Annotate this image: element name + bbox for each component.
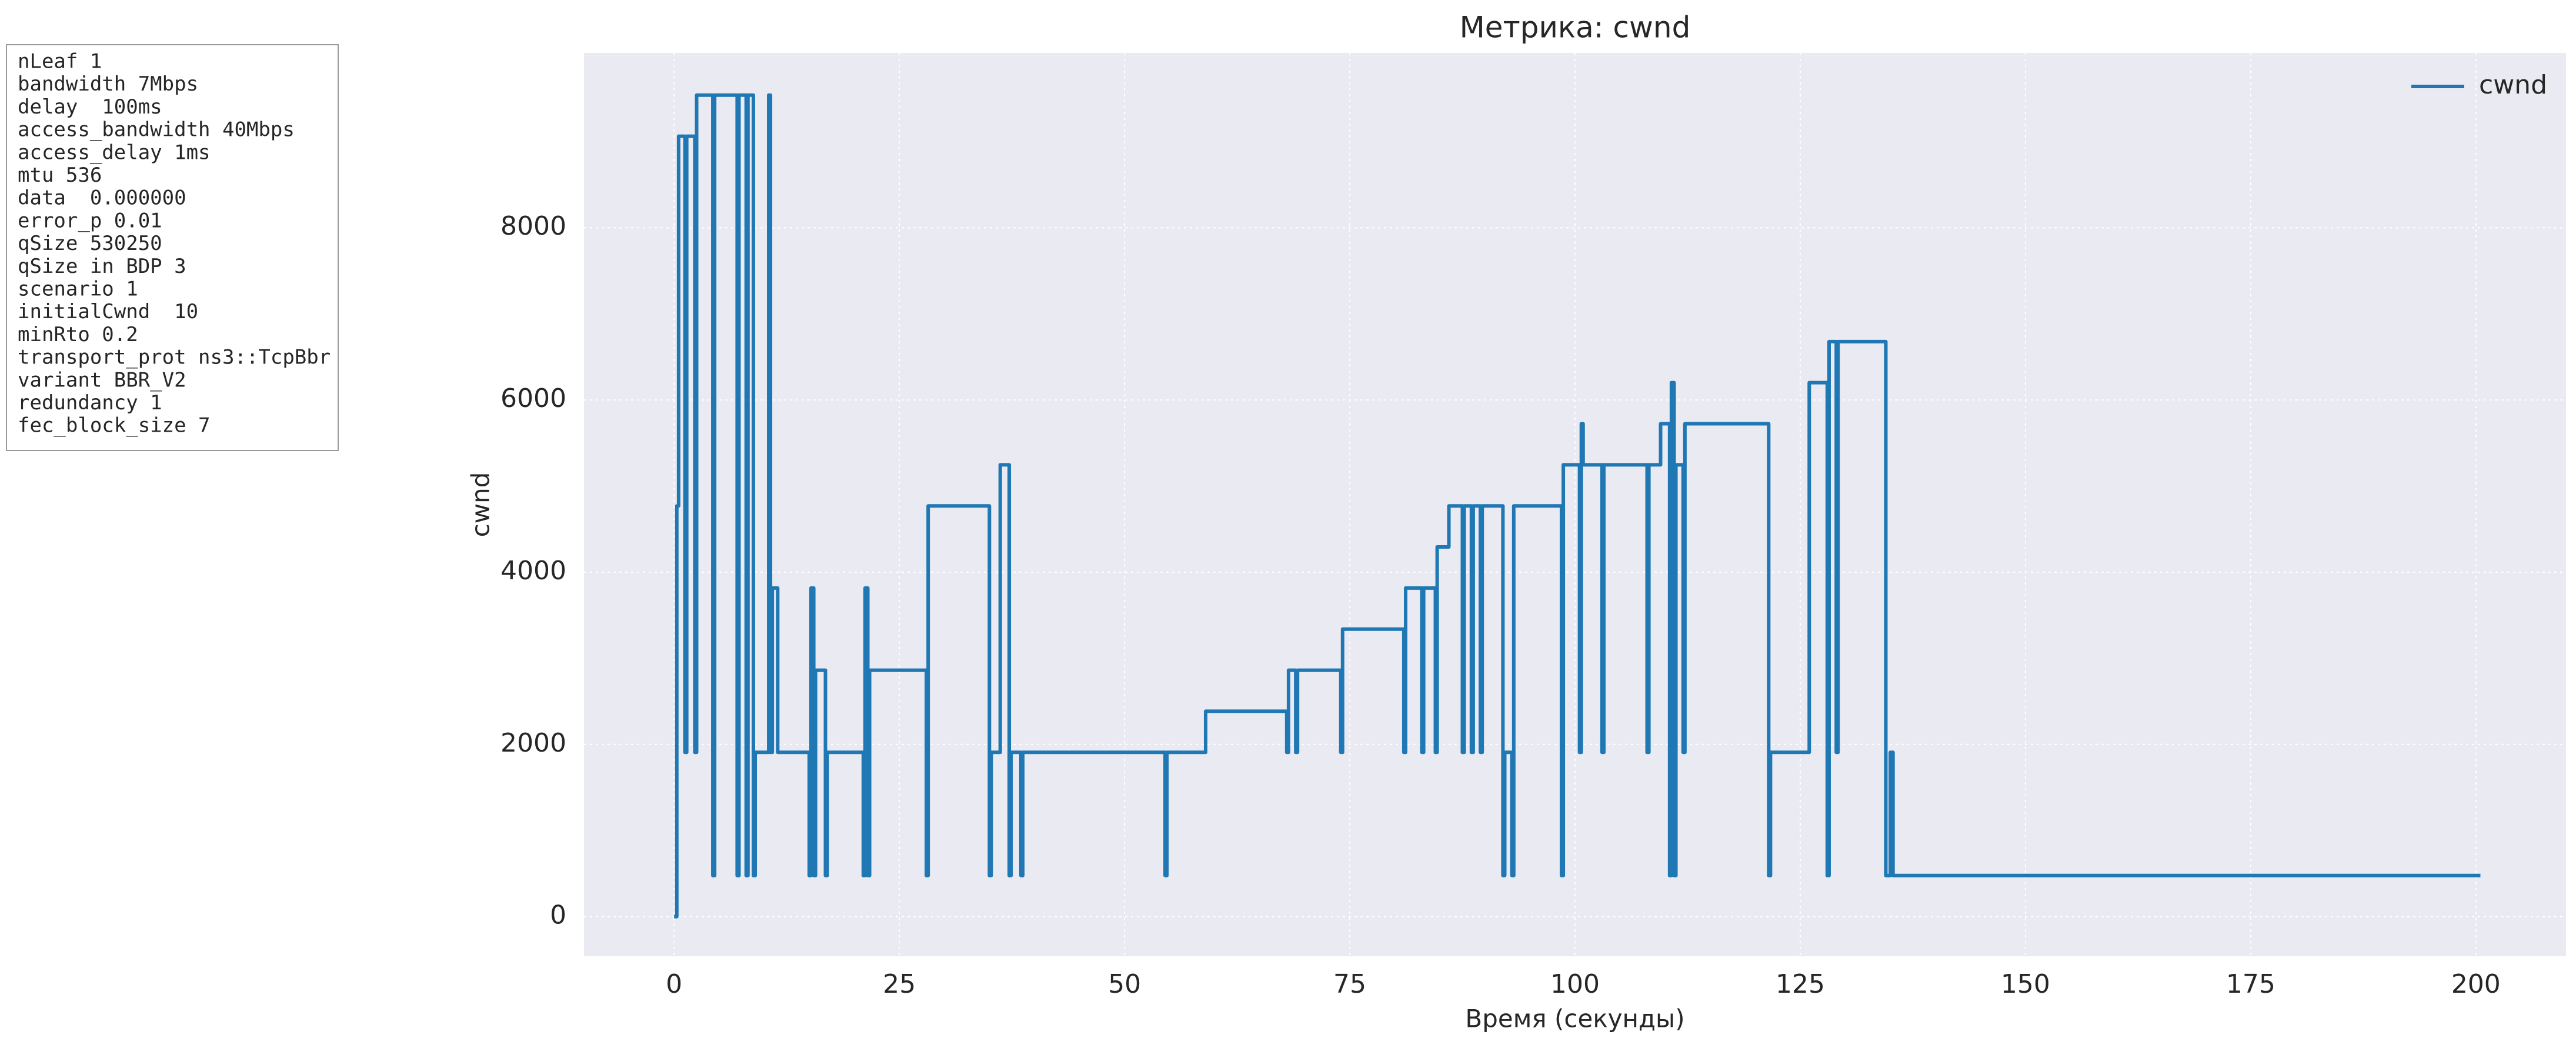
param-line: access_bandwidth 40Mbps bbox=[18, 118, 295, 142]
param-line: variant BBR_V2 bbox=[18, 368, 186, 392]
param-line: data 0.000000 bbox=[18, 186, 186, 210]
param-line: scenario 1 bbox=[18, 278, 138, 301]
x-tick-label: 25 bbox=[883, 969, 916, 999]
y-tick-label: 2000 bbox=[500, 728, 566, 758]
y-tick-label: 6000 bbox=[500, 383, 566, 413]
x-tick-label: 200 bbox=[2451, 969, 2501, 999]
param-line: access_delay 1ms bbox=[18, 141, 211, 164]
x-tick-label: 125 bbox=[1776, 969, 1825, 999]
param-line: nLeaf 1 bbox=[18, 50, 102, 74]
params-box bbox=[6, 44, 339, 451]
x-tick-label: 50 bbox=[1108, 969, 1141, 999]
param-line: transport_prot ns3::TcpBbr bbox=[18, 346, 331, 369]
param-line: mtu 536 bbox=[18, 163, 102, 187]
param-line: qSize in BDP 3 bbox=[18, 255, 186, 278]
param-line: qSize 530250 bbox=[18, 232, 162, 255]
param-line: redundancy 1 bbox=[18, 391, 162, 415]
legend-label: cwnd bbox=[2479, 70, 2547, 100]
param-line: initialCwnd 10 bbox=[18, 300, 198, 323]
param-line: bandwidth 7Mbps bbox=[18, 72, 198, 96]
x-axis-label: Время (секунды) bbox=[1465, 1004, 1684, 1033]
y-tick-label: 0 bbox=[550, 900, 566, 930]
y-tick-label: 4000 bbox=[500, 556, 566, 586]
x-tick-label: 0 bbox=[666, 969, 682, 999]
param-line: minRto 0.2 bbox=[18, 323, 138, 346]
data-line bbox=[674, 93, 2481, 919]
y-tick-label: 8000 bbox=[500, 211, 566, 241]
y-axis-label: cwnd bbox=[466, 472, 495, 538]
param-line: delay 100ms bbox=[18, 95, 162, 119]
param-line: fec_block_size 7 bbox=[18, 414, 211, 438]
x-tick-label: 75 bbox=[1333, 969, 1366, 999]
x-tick-label: 100 bbox=[1550, 969, 1600, 999]
x-tick-label: 150 bbox=[2001, 969, 2050, 999]
param-line: error_p 0.01 bbox=[18, 209, 162, 232]
chart-title: Метрика: cwnd bbox=[1460, 11, 1691, 45]
x-tick-label: 175 bbox=[2226, 969, 2275, 999]
